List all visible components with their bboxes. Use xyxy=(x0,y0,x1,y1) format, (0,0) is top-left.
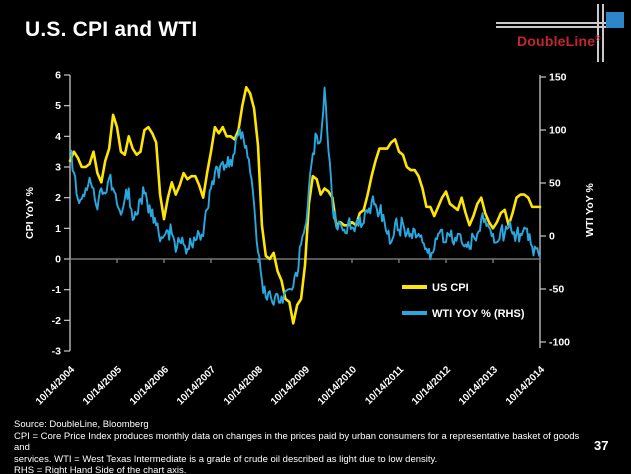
x-axis-tick-label: 10/14/2009 xyxy=(269,364,312,407)
logo-vertical-line-icon xyxy=(597,4,599,62)
footer-line: RHS = Right Hand Side of the chart axis. xyxy=(14,465,187,474)
page-title: U.S. CPI and WTI xyxy=(25,18,198,41)
x-axis-tick-label: 10/14/2007 xyxy=(175,364,218,407)
x-axis-tick-label: 10/14/2004 xyxy=(34,364,77,407)
source-note: Source: DoubleLine, Bloomberg CPI = Core… xyxy=(14,419,589,474)
logo-wordmark: DoubleLine® xyxy=(517,33,601,49)
left-axis-tick-label: 2 xyxy=(55,192,61,204)
wti-yoy-line xyxy=(69,86,541,306)
left-axis-title: CPI YoY % xyxy=(24,186,36,239)
us-cpi-line xyxy=(68,85,542,325)
x-axis-tick-label: 10/14/2006 xyxy=(128,364,171,407)
x-axis-tick-label: 10/14/2014 xyxy=(504,364,547,407)
footer-line: services. WTI = West Texas Intermediate … xyxy=(14,453,438,465)
left-axis-tick-label: 5 xyxy=(55,100,61,112)
right-axis-tick-label: 100 xyxy=(549,125,567,137)
left-axis-tick-label: 1 xyxy=(55,223,61,235)
right-axis-title: WTI YoY % xyxy=(584,183,596,237)
right-axis-tick-label: -100 xyxy=(549,337,570,349)
logo-vertical-line-icon xyxy=(602,4,604,62)
left-axis-tick-label: 0 xyxy=(55,254,61,266)
logo-text: DoubleLine xyxy=(517,33,596,49)
right-axis-tick-label: 50 xyxy=(549,178,561,190)
footer-line: Source: DoubleLine, Bloomberg xyxy=(14,419,149,430)
registered-trademark-icon: ® xyxy=(595,35,601,43)
x-axis-tick-label: 10/14/2005 xyxy=(81,364,124,407)
left-axis-tick-label: 6 xyxy=(55,70,61,82)
left-axis-tick-label: -2 xyxy=(52,315,61,327)
right-axis-tick-label: 150 xyxy=(549,72,567,84)
left-axis-tick-label: 3 xyxy=(55,162,61,174)
logo-horizontal-line-icon xyxy=(496,26,613,28)
left-axis-tick-label: -3 xyxy=(52,346,61,358)
legend-label-us-cpi: US CPI xyxy=(432,282,469,294)
x-axis-tick-label: 10/14/2008 xyxy=(222,364,265,407)
x-axis-tick-label: 10/14/2013 xyxy=(457,364,500,407)
x-axis-tick-label: 10/14/2010 xyxy=(316,364,359,407)
right-axis-tick-label: -50 xyxy=(549,284,564,296)
x-axis-tick-label: 10/14/2011 xyxy=(363,364,406,407)
left-axis-tick-label: 4 xyxy=(55,131,61,143)
legend-label-wti: WTI YOY % (RHS) xyxy=(432,308,525,320)
logo-blue-square-icon xyxy=(606,12,624,28)
left-axis-tick-label: -1 xyxy=(52,284,61,296)
right-axis-tick-label: 0 xyxy=(549,231,555,243)
x-axis-tick-label: 10/14/2012 xyxy=(410,364,453,407)
logo-horizontal-line-icon xyxy=(496,22,613,24)
page-number: 37 xyxy=(594,438,609,453)
footer-line: CPI = Core Price Index produces monthly … xyxy=(14,430,580,454)
